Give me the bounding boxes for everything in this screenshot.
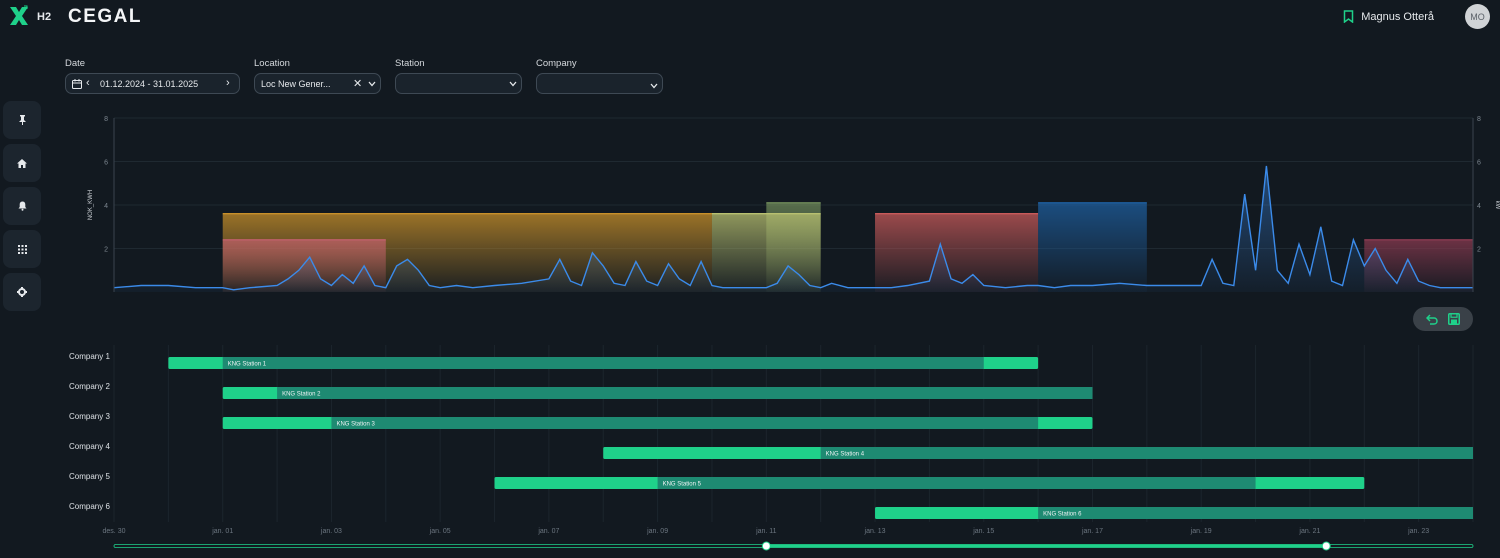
location-select[interactable]: Loc New Gener... ✕ bbox=[254, 73, 381, 94]
x-tick-label: jan. 11 bbox=[755, 528, 777, 535]
y-tick-label-right: 8 bbox=[1477, 116, 1481, 123]
x-tick-label: jan. 07 bbox=[537, 528, 559, 535]
chevron-right-icon[interactable]: › bbox=[226, 77, 230, 89]
y-tick-label-right: 2 bbox=[1477, 247, 1481, 254]
pin-icon bbox=[18, 115, 26, 125]
y-tick-label-left: 2 bbox=[104, 247, 108, 254]
sidebar-item-home[interactable] bbox=[3, 144, 41, 182]
sidebar-item-notifications[interactable] bbox=[3, 187, 41, 225]
station-select[interactable] bbox=[395, 73, 522, 94]
gantt-bar-station[interactable] bbox=[820, 447, 1473, 459]
x-tick-label: jan. 05 bbox=[429, 528, 451, 535]
y-axis-label-right: kW bbox=[1494, 201, 1500, 210]
y-tick-label-left: 8 bbox=[104, 116, 108, 123]
date-range-picker[interactable]: ‹ 01.12.2024 - 31.01.2025 › bbox=[65, 73, 240, 94]
date-range-value: 01.12.2024 - 31.01.2025 bbox=[100, 79, 199, 89]
gantt-row-label: Company 1 bbox=[69, 352, 110, 361]
capacity-block[interactable] bbox=[1038, 202, 1147, 292]
user-menu[interactable]: Magnus Otterå bbox=[1343, 10, 1434, 23]
gantt-bar-label: KNG Station 1 bbox=[228, 362, 267, 368]
y-tick-label-right: 6 bbox=[1477, 160, 1481, 167]
top-bar: H2 CEGAL Magnus Otterå MO bbox=[0, 0, 1500, 34]
user-name: Magnus Otterå bbox=[1361, 10, 1434, 23]
company-select[interactable] bbox=[536, 73, 663, 94]
gantt-bar-label: KNG Station 3 bbox=[336, 422, 375, 428]
avatar[interactable]: MO bbox=[1465, 4, 1490, 29]
x-tick-label: jan. 17 bbox=[1081, 528, 1103, 535]
gantt-bar-label: KNG Station 2 bbox=[282, 392, 321, 398]
grid-icon bbox=[17, 244, 27, 254]
save-icon[interactable] bbox=[1448, 313, 1460, 325]
gantt-bar-label: KNG Station 5 bbox=[663, 482, 702, 488]
bookmark-icon[interactable] bbox=[1343, 10, 1354, 23]
app-suffix: H2 bbox=[37, 11, 52, 23]
clear-icon[interactable]: ✕ bbox=[353, 78, 363, 90]
gantt-bar-station[interactable] bbox=[657, 477, 1256, 489]
gantt-bar-label: KNG Station 6 bbox=[1043, 512, 1082, 518]
x-tick-label: jan. 01 bbox=[211, 528, 233, 535]
gantt-row-label: Company 2 bbox=[69, 382, 110, 391]
y-tick-label-left: 6 bbox=[104, 160, 108, 167]
sidebar bbox=[3, 101, 41, 316]
gantt-row-label: Company 3 bbox=[69, 412, 110, 421]
sidebar-item-apps[interactable] bbox=[3, 230, 41, 268]
x-tick-label: jan. 13 bbox=[864, 528, 886, 535]
usage-chart[interactable]: 2 2 4 4 6 6 8 8 NOK_KWH kW bbox=[0, 108, 1500, 298]
location-value: Loc New Gener... bbox=[261, 79, 331, 89]
station-label: Station bbox=[395, 58, 425, 69]
usage-line[interactable] bbox=[113, 165, 1473, 291]
company-label: Company bbox=[536, 58, 577, 69]
calendar-icon[interactable] bbox=[72, 79, 82, 89]
chevron-down-icon[interactable] bbox=[368, 81, 376, 87]
gantt-row-label: Company 6 bbox=[69, 502, 110, 511]
gantt-bar-label: KNG Station 4 bbox=[826, 452, 865, 458]
home-icon bbox=[17, 158, 27, 168]
y-tick-label-left: 4 bbox=[104, 203, 108, 210]
gantt-row-label: Company 5 bbox=[69, 472, 110, 481]
chart-actions bbox=[1413, 307, 1473, 331]
slider-handle-end[interactable] bbox=[1321, 541, 1331, 551]
undo-icon[interactable] bbox=[1426, 313, 1438, 325]
x-tick-label: jan. 19 bbox=[1190, 528, 1212, 535]
slider-handle-start[interactable] bbox=[761, 541, 771, 551]
gantt-bar-station[interactable] bbox=[331, 417, 1039, 429]
gear-icon bbox=[17, 287, 27, 297]
gantt-bar-station[interactable] bbox=[1038, 507, 1473, 519]
x-tick-label: jan. 23 bbox=[1407, 528, 1429, 535]
x-tick-label: jan. 15 bbox=[972, 528, 994, 535]
station-gantt-chart[interactable]: Company 1 KNG Station 1 Company 2 KNG Stati… bbox=[0, 340, 1500, 558]
x-tick-label: jan. 21 bbox=[1298, 528, 1320, 535]
sidebar-item-settings[interactable] bbox=[3, 273, 41, 311]
slider-range[interactable] bbox=[766, 544, 1327, 548]
sidebar-item-pin[interactable] bbox=[3, 101, 41, 139]
gantt-bar-station[interactable] bbox=[277, 387, 1093, 399]
x-tick-label: jan. 09 bbox=[646, 528, 668, 535]
x-logo-icon[interactable] bbox=[8, 5, 30, 27]
x-tick-label: des. 30 bbox=[103, 528, 126, 535]
location-label: Location bbox=[254, 58, 290, 69]
chevron-down-icon[interactable] bbox=[509, 81, 517, 87]
y-axis-label-left: NOK_KWH bbox=[88, 190, 94, 220]
brand-logo: CEGAL bbox=[68, 6, 142, 27]
gantt-row-label: Company 4 bbox=[69, 442, 110, 451]
capacity-block[interactable] bbox=[875, 213, 1039, 292]
gantt-bar-station[interactable] bbox=[222, 357, 984, 369]
chevron-left-icon[interactable]: ‹ bbox=[86, 77, 90, 89]
bell-icon bbox=[18, 201, 26, 211]
date-label: Date bbox=[65, 58, 86, 69]
x-tick-label: jan. 03 bbox=[320, 528, 342, 535]
chevron-down-icon[interactable] bbox=[650, 83, 658, 89]
y-tick-label-right: 4 bbox=[1477, 203, 1481, 210]
